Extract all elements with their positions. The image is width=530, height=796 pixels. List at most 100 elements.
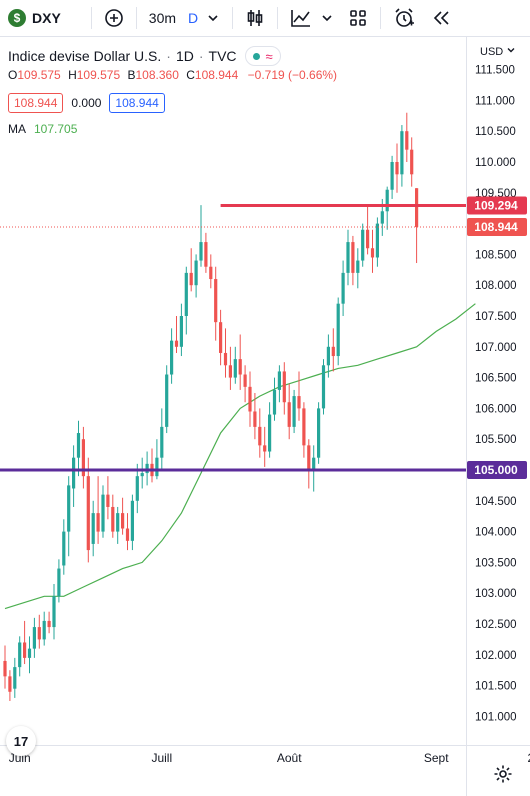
candle-body: [67, 485, 71, 532]
indicators-dropdown[interactable]: [316, 11, 338, 25]
horizontal-line-price-badge: [467, 461, 527, 479]
candle-body: [351, 242, 355, 273]
candle-body: [209, 266, 213, 280]
candle-body: [125, 528, 130, 541]
add-symbol-button[interactable]: [100, 8, 128, 28]
candle-body: [370, 248, 375, 258]
divider: [90, 7, 92, 29]
candle-body: [331, 346, 335, 357]
candle-body: [72, 457, 76, 489]
ma-line: [4, 303, 476, 610]
close-value: 108.944: [194, 68, 239, 82]
divider: [135, 7, 137, 29]
top-toolbar: $ DXY 30m D: [0, 0, 530, 37]
change-value: −0.719 (−0.66%): [247, 68, 338, 82]
y-tick-label: 107.000: [475, 342, 517, 354]
legend-dot: ·: [198, 48, 204, 64]
y-tick-label: 101.000: [475, 711, 517, 723]
y-tick-label: 110.500: [475, 126, 516, 138]
market-status-badge[interactable]: ≈: [244, 46, 281, 66]
ma-label: MA: [8, 122, 26, 136]
candle-body: [47, 620, 51, 628]
divider: [380, 7, 382, 29]
candle-body: [3, 660, 7, 677]
legend-dot: ·: [166, 48, 171, 64]
alert-button[interactable]: [389, 7, 419, 29]
chart-type-button[interactable]: [241, 8, 269, 28]
candle-body: [96, 513, 100, 532]
y-tick-label: 105.500: [475, 434, 517, 446]
symbol-name[interactable]: DXY: [32, 10, 61, 26]
indicators-button[interactable]: [286, 8, 316, 28]
interval-button-d[interactable]: D: [188, 10, 199, 26]
layouts-button[interactable]: [344, 8, 372, 28]
price-chart[interactable]: 111.500111.000110.500110.000109.500109.0…: [0, 36, 530, 796]
x-tick-label: Août: [277, 751, 302, 765]
candle-body: [282, 371, 286, 403]
candle-body: [326, 346, 330, 366]
currency-selector[interactable]: USD: [480, 45, 516, 58]
candle-body: [312, 457, 316, 470]
candle-body: [277, 371, 281, 390]
replay-icon: [434, 11, 449, 25]
timeframe-label: 1D: [175, 48, 194, 64]
spread-value: 0.000: [71, 96, 102, 110]
candle-body: [395, 162, 399, 175]
candles-icon: [247, 10, 263, 26]
dollar-logo-icon: $: [8, 9, 26, 27]
candle-body: [91, 513, 95, 544]
candle-body: [121, 513, 125, 529]
candle-body: [145, 463, 149, 474]
replay-button[interactable]: [427, 8, 455, 28]
candle-body: [356, 260, 360, 273]
candle-body: [130, 500, 134, 541]
chevron-down-icon: [208, 15, 218, 22]
settings-gear-icon[interactable]: [493, 764, 513, 784]
interval-dropdown[interactable]: [202, 11, 224, 25]
ohlc-row: O109.575 H109.575 B108.360 C108.944 −0.7…: [8, 68, 468, 84]
candle-body: [366, 229, 370, 249]
y-tick-label: 110.000: [475, 157, 516, 169]
y-tick-label: 102.500: [475, 619, 517, 631]
candle-body: [179, 316, 183, 347]
candle-body: [228, 365, 232, 378]
candle-body: [204, 242, 208, 267]
interval-button-30m[interactable]: 30m: [148, 10, 177, 26]
candle-body: [101, 494, 105, 532]
symbol-search[interactable]: $ DXY: [0, 0, 61, 36]
alert-icon: [395, 8, 415, 27]
candle-body: [268, 414, 272, 452]
candle-body: [243, 374, 247, 387]
candle-body: [263, 445, 267, 452]
candle-body: [341, 272, 345, 304]
candle-body: [248, 386, 252, 412]
chevron-down-icon: [507, 48, 515, 53]
buy-price-button[interactable]: 108.944: [109, 93, 165, 113]
candle-body: [287, 402, 291, 427]
y-tick-label: 108.500: [475, 249, 517, 261]
x-tick-label: Sept: [424, 751, 449, 765]
market-open-dot-icon: [252, 52, 260, 60]
candle-body: [165, 374, 169, 427]
candle-body: [42, 620, 46, 640]
y-tick-label: 111.000: [475, 95, 515, 107]
candle-body: [18, 642, 22, 668]
candle-body: [111, 506, 115, 532]
y-tick-label: 104.000: [475, 527, 517, 539]
tv-logo-icon: 17: [13, 733, 29, 749]
layouts-icon: [350, 10, 366, 26]
candle-body: [52, 596, 56, 628]
y-tick-label: 107.500: [475, 311, 517, 323]
trade-row: 108.944 0.000 108.944: [8, 92, 468, 114]
candle-body: [8, 676, 12, 692]
candle-body: [155, 457, 159, 477]
low-value: 108.360: [135, 68, 179, 82]
tradingview-logo[interactable]: 17: [6, 726, 36, 756]
sell-price-button[interactable]: 108.944: [8, 93, 64, 113]
add-symbol-icon: [104, 9, 123, 27]
candle-body: [135, 476, 139, 501]
y-tick-label: 106.000: [475, 403, 517, 415]
y-tick-label: 108.000: [475, 280, 517, 292]
candle-body: [415, 188, 419, 228]
candle-body: [62, 531, 66, 566]
